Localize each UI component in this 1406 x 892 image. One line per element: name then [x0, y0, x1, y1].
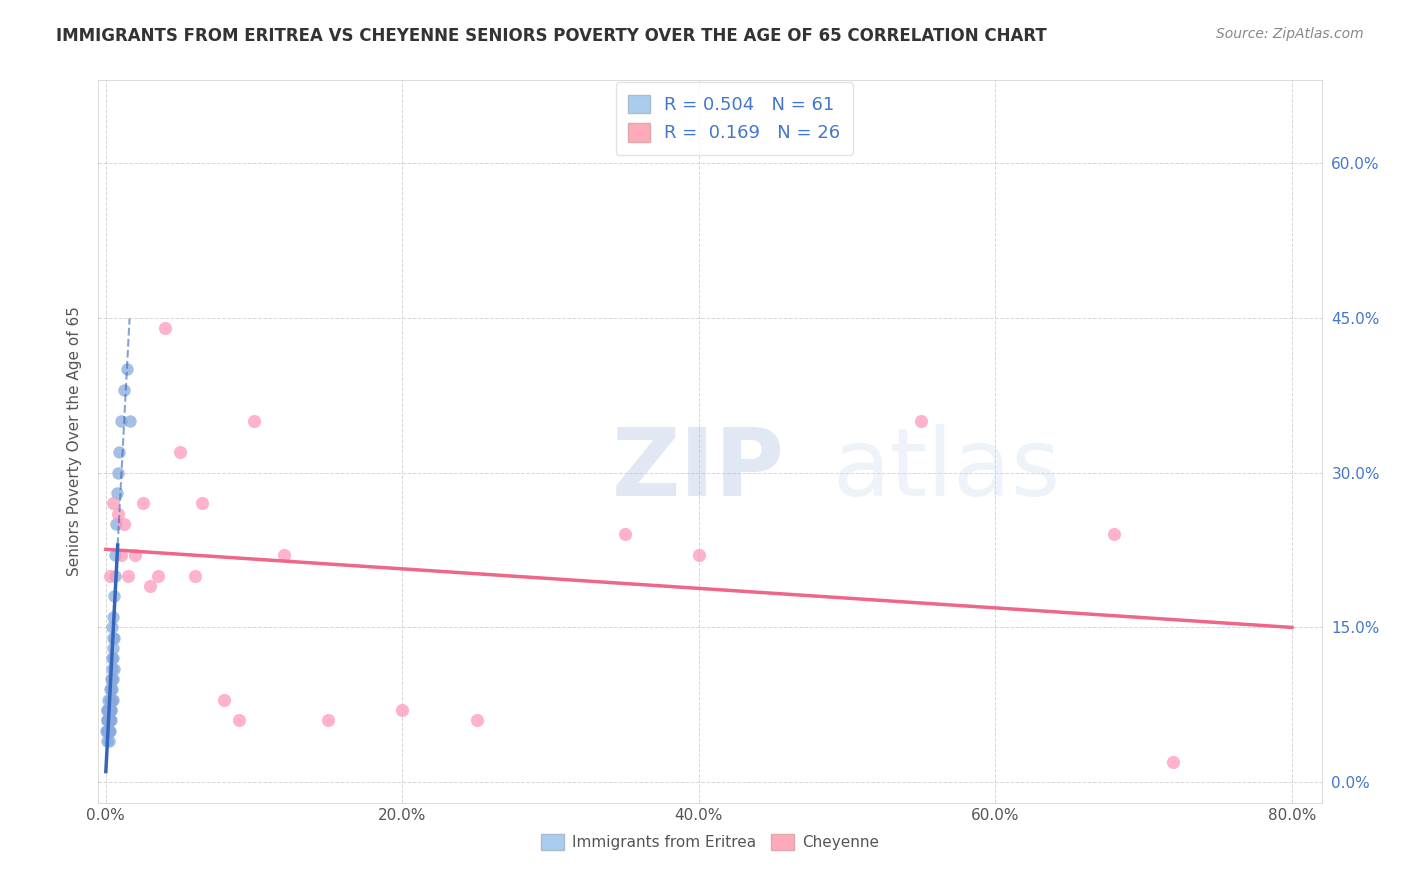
Point: [228, 713, 250, 727]
Point: [97, 723, 120, 738]
Y-axis label: Seniors Poverty Over the Age of 65: Seniors Poverty Over the Age of 65: [67, 307, 83, 576]
Point: [97, 713, 120, 727]
Point: [97, 713, 120, 727]
Point: [132, 496, 155, 510]
Point: [391, 703, 413, 717]
Point: [100, 682, 122, 697]
Point: [107, 466, 129, 480]
Point: [105, 486, 128, 500]
Point: [103, 590, 125, 604]
Point: [910, 414, 932, 428]
Point: [97, 723, 120, 738]
Point: [100, 692, 122, 706]
Point: [100, 672, 122, 686]
Point: [97, 713, 120, 727]
Text: IMMIGRANTS FROM ERITREA VS CHEYENNE SENIORS POVERTY OVER THE AGE OF 65 CORRELATI: IMMIGRANTS FROM ERITREA VS CHEYENNE SENI…: [56, 27, 1047, 45]
Point: [103, 496, 125, 510]
Point: [101, 651, 124, 665]
Point: [103, 631, 125, 645]
Point: [98, 713, 121, 727]
Point: [1163, 755, 1185, 769]
Point: [112, 383, 135, 397]
Point: [101, 692, 124, 706]
Point: [101, 672, 124, 686]
Point: [214, 692, 236, 706]
Point: [110, 414, 132, 428]
Point: [101, 662, 124, 676]
Point: [101, 640, 124, 655]
Point: [112, 517, 135, 532]
Point: [184, 568, 207, 582]
Point: [97, 713, 120, 727]
Point: [169, 445, 191, 459]
Point: [101, 672, 124, 686]
Point: [100, 713, 122, 727]
Point: [98, 703, 121, 717]
Point: [96, 723, 118, 738]
Point: [98, 682, 121, 697]
Point: [96, 703, 118, 717]
Point: [97, 703, 120, 717]
Point: [97, 692, 120, 706]
Point: [117, 568, 139, 582]
Point: [104, 548, 127, 562]
Point: [97, 723, 120, 738]
Point: [98, 713, 121, 727]
Point: [96, 713, 118, 727]
Point: [613, 527, 636, 541]
Point: [96, 713, 118, 727]
Point: [101, 631, 124, 645]
Point: [97, 723, 120, 738]
Point: [273, 548, 295, 562]
Point: [104, 568, 127, 582]
Point: [97, 734, 120, 748]
Point: [139, 579, 162, 593]
Point: [100, 703, 122, 717]
Point: [115, 362, 138, 376]
Point: [118, 414, 141, 428]
Legend: Immigrants from Eritrea, Cheyenne: Immigrants from Eritrea, Cheyenne: [536, 829, 884, 856]
Point: [100, 692, 122, 706]
Point: [688, 548, 710, 562]
Point: [146, 568, 169, 582]
Point: [316, 713, 339, 727]
Point: [97, 703, 120, 717]
Point: [96, 723, 118, 738]
Point: [103, 662, 125, 676]
Point: [1102, 527, 1125, 541]
Point: [96, 703, 118, 717]
Point: [96, 734, 118, 748]
Point: [100, 703, 122, 717]
Point: [105, 517, 128, 532]
Point: [191, 496, 214, 510]
Point: [98, 692, 121, 706]
Point: [103, 651, 125, 665]
Text: Source: ZipAtlas.com: Source: ZipAtlas.com: [1216, 27, 1364, 41]
Point: [97, 703, 120, 717]
Point: [110, 548, 132, 562]
Point: [98, 723, 121, 738]
Point: [98, 713, 121, 727]
Point: [98, 703, 121, 717]
Text: ZIP: ZIP: [612, 425, 785, 516]
Point: [124, 548, 146, 562]
Point: [98, 723, 121, 738]
Point: [96, 723, 118, 738]
Point: [101, 682, 124, 697]
Point: [243, 414, 266, 428]
Point: [98, 568, 121, 582]
Point: [465, 713, 488, 727]
Text: atlas: atlas: [832, 425, 1060, 516]
Point: [108, 445, 131, 459]
Point: [153, 321, 176, 335]
Point: [107, 507, 129, 521]
Point: [100, 620, 122, 634]
Point: [103, 610, 125, 624]
